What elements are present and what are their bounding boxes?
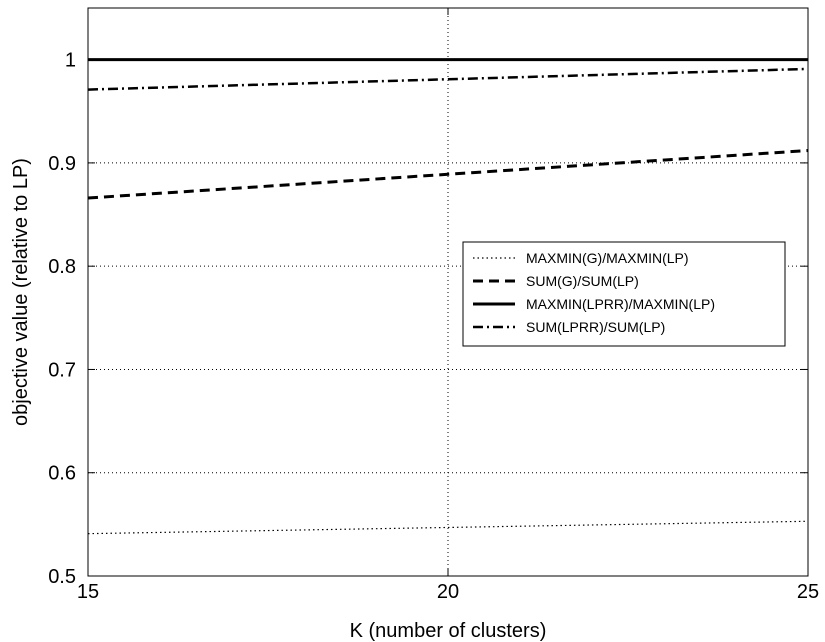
legend-label: MAXMIN(G)/MAXMIN(LP) [526,250,689,266]
series-line-1 [87,520,809,535]
series-lines [87,58,809,535]
legend: MAXMIN(G)/MAXMIN(LP) SUM(G)/SUM(LP) MAXMIN… [462,241,786,347]
y-tick-label: 0.5 [48,566,76,588]
y-tick-label: 1 [65,50,76,72]
legend-box [462,241,786,347]
legend-label: SUM(G)/SUM(LP) [526,273,639,289]
x-axis-label: K (number of clusters) [350,620,547,642]
x-tick-label: 25 [797,581,819,603]
legend-label: MAXMIN(LPRR)/MAXMIN(LP) [526,296,715,312]
y-axis-label: objective value (relative to LP) [10,158,32,426]
legend-label: SUM(LPRR)/SUM(LP) [526,319,665,335]
x-tick-label: 20 [437,581,459,603]
y-tick-label: 0.6 [48,463,76,485]
axis-ticks: 15 20 25 0.5 0.6 0.7 0.8 0.9 1 [48,8,819,603]
x-tick-label: 15 [77,581,99,603]
y-tick-label: 0.7 [48,359,76,381]
series-line-4 [87,67,809,91]
y-tick-label: 0.8 [48,256,76,278]
y-tick-label: 0.9 [48,153,76,175]
series-line-2 [87,149,809,200]
